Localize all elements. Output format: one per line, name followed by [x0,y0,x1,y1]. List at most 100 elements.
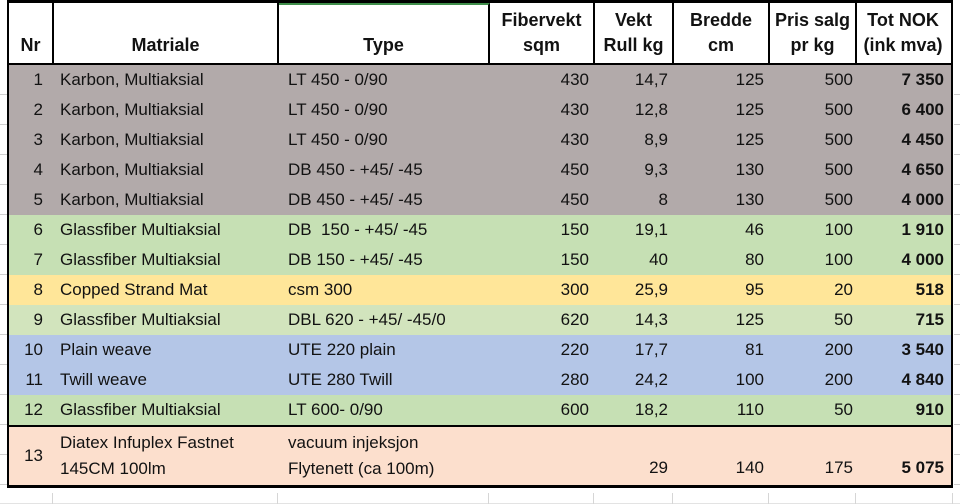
type-cell[interactable]: DB 450 - +45/ -45 [288,190,423,209]
row-number-cell[interactable]: 4 [33,160,43,179]
pris-salg-cell[interactable]: 200 [824,340,853,359]
fibervekt-cell[interactable]: 150 [560,220,589,239]
pris-salg-cell[interactable]: 20 [834,280,853,299]
bredde-cell[interactable]: 125 [735,70,764,89]
vekt-rull-cell[interactable]: 40 [649,250,668,269]
bredde-cell[interactable]: 125 [735,130,764,149]
fibervekt-cell[interactable]: 280 [560,370,589,389]
type-cell[interactable]: csm 300 [288,280,353,299]
header-cell-type[interactable]: Type [279,3,490,63]
pris-salg-cell[interactable]: 500 [824,100,853,119]
row-number-cell[interactable]: 3 [33,130,43,149]
type-cell[interactable]: UTE 280 Twill [288,370,393,389]
pris-salg-cell[interactable]: 100 [824,220,853,239]
type-cell[interactable]: LT 600- 0/90 [288,400,383,419]
row-number-cell[interactable]: 8 [33,280,43,299]
tot-nok-cell[interactable]: 7 350 [901,70,944,89]
vekt-rull-cell[interactable]: 14,7 [634,70,668,89]
header-cell-nr[interactable]: Nr [9,3,54,63]
matriale-cell[interactable]: Karbon, Multiaksial [60,160,204,179]
matriale-cell[interactable]: Twill weave [60,370,147,389]
fibervekt-cell[interactable]: 600 [560,400,589,419]
matriale-cell[interactable]: Diatex Infuplex Fastnet 145CM 100lm [60,433,234,478]
bredde-cell[interactable]: 130 [735,190,764,209]
type-cell[interactable]: DB 150 - +45/ -45 [288,220,428,239]
type-cell[interactable]: LT 450 - 0/90 [288,70,388,89]
type-cell[interactable]: LT 450 - 0/90 [288,130,388,149]
row-number-cell[interactable]: 6 [33,220,43,239]
row-number-cell[interactable]: 7 [33,250,43,269]
bredde-cell[interactable]: 81 [745,340,764,359]
bredde-cell[interactable]: 80 [745,250,764,269]
vekt-rull-cell[interactable]: 18,2 [634,400,668,419]
tot-nok-cell[interactable]: 4 450 [901,130,944,149]
matriale-cell[interactable]: Glassfiber Multiaksial [60,400,221,419]
type-cell[interactable]: DBL 620 - +45/ -45/0 [288,310,446,329]
fibervekt-cell[interactable] [490,427,595,485]
pris-salg-cell[interactable]: 50 [834,400,853,419]
bredde-cell[interactable]: 125 [735,100,764,119]
bredde-cell[interactable]: 110 [736,400,764,419]
row-number-cell[interactable]: 1 [33,70,43,89]
header-cell-tot-nok[interactable]: Tot NOK (ink mva) [857,3,949,63]
type-cell[interactable]: DB 450 - +45/ -45 [288,160,423,179]
row-number-cell[interactable]: 11 [25,370,43,389]
pris-salg-cell[interactable]: 100 [824,250,853,269]
pris-salg-cell[interactable]: 500 [824,130,853,149]
bredde-cell[interactable]: 100 [735,370,764,389]
row-number-cell[interactable]: 10 [24,340,43,359]
vekt-rull-cell[interactable]: 24,2 [634,370,668,389]
fibervekt-cell[interactable]: 620 [560,310,589,329]
vekt-rull-cell[interactable]: 19,1 [634,220,668,239]
bredde-cell[interactable]: 130 [735,160,764,179]
row-number-cell[interactable]: 5 [33,190,43,209]
type-cell[interactable]: DB 150 - +45/ -45 [288,250,423,269]
tot-nok-cell[interactable]: 4 840 [901,370,944,389]
fibervekt-cell[interactable]: 430 [560,70,589,89]
pris-salg-cell[interactable]: 50 [834,310,853,329]
bredde-cell[interactable]: 95 [745,280,764,299]
type-cell[interactable]: vacuum injeksjon Flytenett (ca 100m) [288,433,435,478]
matriale-cell[interactable]: Karbon, Multiaksial [60,190,204,209]
pris-salg-cell[interactable]: 500 [824,160,853,179]
vekt-rull-cell[interactable]: 9,3 [644,160,668,179]
matriale-cell[interactable]: Glassfiber Multiaksial [60,310,221,329]
header-cell-matriale[interactable]: Matriale [54,3,279,63]
fibervekt-cell[interactable]: 220 [560,340,589,359]
tot-nok-cell[interactable]: 3 540 [901,340,944,359]
pris-salg-cell[interactable]: 500 [824,70,853,89]
vekt-rull-cell[interactable]: 25,9 [634,280,668,299]
fibervekt-cell[interactable]: 430 [560,100,589,119]
bredde-cell[interactable]: 125 [735,310,764,329]
row-number-cell[interactable]: 9 [33,310,43,329]
type-cell[interactable]: LT 450 - 0/90 [288,100,388,119]
matriale-cell[interactable]: Karbon, Multiaksial [60,130,204,149]
header-cell-vekt[interactable]: Vekt Rull kg [595,3,674,63]
type-cell[interactable]: UTE 220 plain [288,340,396,359]
vekt-rull-cell[interactable]: 17,7 [634,340,668,359]
row-number-cell[interactable]: 13 [24,446,43,465]
header-cell-bredde[interactable]: Bredde cm [674,3,770,63]
tot-nok-cell[interactable]: 715 [915,310,944,329]
tot-nok-cell[interactable]: 910 [915,400,944,419]
fibervekt-cell[interactable]: 150 [560,250,589,269]
tot-nok-cell[interactable]: 5 075 [901,458,944,477]
vekt-rull-cell[interactable]: 8,9 [644,130,668,149]
matriale-cell[interactable]: Plain weave [60,340,152,359]
matriale-cell[interactable]: Glassfiber Multiaksial [60,250,221,269]
pris-salg-cell[interactable]: 175 [824,458,853,477]
tot-nok-cell[interactable]: 4 000 [901,190,944,209]
tot-nok-cell[interactable]: 518 [915,280,944,299]
bredde-cell[interactable]: 140 [735,458,764,477]
matriale-cell[interactable]: Glassfiber Multiaksial [60,220,221,239]
tot-nok-cell[interactable]: 4 650 [901,160,944,179]
tot-nok-cell[interactable]: 4 000 [901,250,944,269]
header-cell-pris-salg[interactable]: Pris salg pr kg [770,3,857,63]
vekt-rull-cell[interactable]: 12,8 [634,100,668,119]
matriale-cell[interactable]: Copped Strand Mat [60,280,208,299]
tot-nok-cell[interactable]: 6 400 [901,100,944,119]
row-number-cell[interactable]: 12 [24,400,43,419]
matriale-cell[interactable]: Karbon, Multiaksial [60,70,204,89]
fibervekt-cell[interactable]: 430 [560,130,589,149]
bredde-cell[interactable]: 46 [745,220,764,239]
